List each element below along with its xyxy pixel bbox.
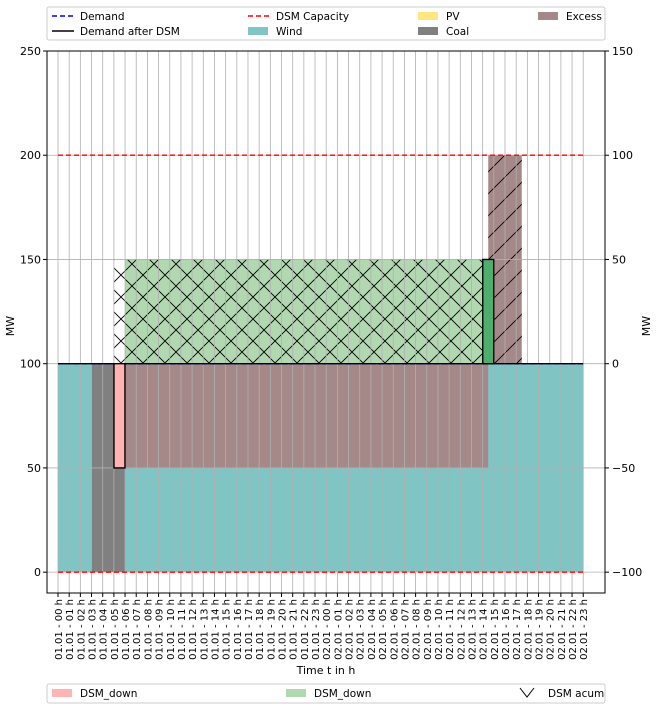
legend-top-label: Wind	[276, 26, 302, 38]
y-axis-label-left: MW	[4, 316, 17, 336]
x-tick-label: 01.01 - 15 h	[222, 599, 233, 660]
legend-handle	[538, 12, 558, 20]
legend-handle	[286, 689, 306, 697]
y-tick-label-left: 150	[20, 253, 41, 266]
x-tick-label: 02.01 - 11 h	[445, 599, 456, 660]
x-tick-label: 01.01 - 02 h	[76, 599, 87, 660]
x-tick-label: 01.01 - 08 h	[143, 599, 154, 660]
x-tick-label: 02.01 - 00 h	[322, 599, 333, 660]
y-tick-label-left: 0	[34, 566, 41, 579]
legend-top-label: Demand	[80, 11, 125, 23]
x-tick-label: 01.01 - 00 h	[54, 599, 65, 660]
legend-top-label: DSM Capacity	[276, 11, 349, 23]
x-tick-label: 01.01 - 05 h	[110, 599, 121, 660]
y-axis-right: −100 −50 0 50 100 150	[605, 45, 642, 579]
legend-bottom-frame	[46, 683, 606, 704]
legend-bottom: DSM_down DSM_down DSM acum	[46, 683, 606, 704]
x-tick-label: 02.01 - 04 h	[367, 599, 378, 660]
legend-handle	[248, 27, 268, 35]
legend-top-label: PV	[446, 11, 460, 23]
x-tick-label: 01.01 - 12 h	[188, 599, 199, 660]
legend-handle	[418, 27, 438, 35]
y-tick-label-left: 100	[20, 358, 41, 371]
x-tick-label: 02.01 - 08 h	[412, 599, 423, 660]
hatch-dsm_down-0	[113, 259, 489, 364]
plot-area	[47, 51, 605, 593]
x-tick-label: 01.01 - 20 h	[278, 599, 289, 660]
y-tick-label-right: 100	[612, 149, 633, 162]
x-tick-label: 01.01 - 03 h	[88, 599, 99, 660]
x-tick-label: 02.01 - 19 h	[535, 599, 546, 660]
legend-top-label: Excess	[566, 11, 602, 23]
x-tick-label: 01.01 - 01 h	[65, 599, 76, 660]
legend-top-frame	[46, 6, 606, 41]
legend-top-label: Coal	[446, 26, 469, 38]
area-excess-0	[125, 363, 489, 468]
legend-top-label: Demand after DSM	[80, 26, 180, 38]
bar-dsm_up	[482, 258, 495, 365]
x-tick-label: 02.01 - 15 h	[490, 599, 501, 660]
x-axis-label: Time t in h	[296, 664, 356, 677]
y-axis-label-right: MW	[640, 316, 653, 336]
legend-handle	[418, 12, 438, 20]
x-tick-label: 02.01 - 10 h	[434, 599, 445, 660]
x-tick-label: 02.01 - 23 h	[579, 599, 590, 660]
legend-handle	[519, 687, 535, 698]
y-tick-label-right: −50	[612, 462, 635, 475]
legend-bottom-label: DSM acum	[548, 688, 604, 700]
x-tick-label: 01.01 - 10 h	[166, 599, 177, 660]
x-tick-label: 02.01 - 21 h	[557, 599, 568, 660]
x-tick-label: 02.01 - 14 h	[479, 599, 490, 660]
x-tick-label: 02.01 - 13 h	[467, 599, 478, 660]
x-tick-label: 01.01 - 23 h	[311, 599, 322, 660]
lines	[58, 154, 584, 573]
x-tick-label: 02.01 - 12 h	[456, 599, 467, 660]
dsm-acum-gap-hatch	[113, 259, 126, 364]
x-tick-label: 02.01 - 07 h	[400, 599, 411, 660]
x-tick-label: 01.01 - 11 h	[177, 599, 188, 660]
x-axis: 01.01 - 00 h 01.01 - 01 h 01.01 - 02 h 01.0…	[54, 593, 590, 660]
y-axis-left: 0 50 100 150 200 250	[20, 45, 47, 579]
x-tick-label: 01.01 - 09 h	[155, 599, 166, 660]
legend-bottom-label: DSM_down	[80, 688, 137, 700]
y-tick-label-right: 0	[612, 358, 619, 371]
x-tick-label: 01.01 - 13 h	[199, 599, 210, 660]
y-tick-label-right: 150	[612, 45, 633, 58]
x-tick-label: 01.01 - 04 h	[99, 599, 110, 660]
x-tick-label: 02.01 - 03 h	[356, 599, 367, 660]
y-tick-label-right: 50	[612, 253, 626, 266]
x-tick-label: 01.01 - 17 h	[244, 599, 255, 660]
legend-top: Demand DSM Capacity PV Excess Demand after D…	[46, 6, 606, 41]
x-tick-label: 02.01 - 06 h	[389, 599, 400, 660]
y-tick-label-left: 50	[27, 462, 41, 475]
x-tick-label: 01.01 - 22 h	[300, 599, 311, 660]
x-tick-label: 02.01 - 02 h	[345, 599, 356, 660]
x-tick-label: 02.01 - 20 h	[546, 599, 557, 660]
x-tick-label: 02.01 - 05 h	[378, 599, 389, 660]
x-tick-label: 01.01 - 06 h	[121, 599, 132, 660]
x-tick-label: 01.01 - 14 h	[210, 599, 221, 660]
x-tick-label: 01.01 - 21 h	[289, 599, 300, 660]
x-tick-label: 01.01 - 16 h	[233, 599, 244, 660]
bar-dsm_down	[113, 362, 126, 469]
legend-bottom-label: DSM_down	[314, 688, 371, 700]
y-tick-label-right: −100	[612, 566, 642, 579]
x-tick-label: 02.01 - 22 h	[568, 599, 579, 660]
bars	[113, 258, 495, 469]
legend-handle	[52, 689, 72, 697]
x-tick-label: 02.01 - 16 h	[501, 599, 512, 660]
x-tick-label: 01.01 - 19 h	[266, 599, 277, 660]
y-tick-label-left: 200	[20, 149, 41, 162]
x-tick-label: 02.01 - 09 h	[423, 599, 434, 660]
y-tick-label-left: 250	[20, 45, 41, 58]
x-tick-label: 02.01 - 18 h	[523, 599, 534, 660]
x-tick-label: 01.01 - 18 h	[255, 599, 266, 660]
x-tick-label: 01.01 - 07 h	[132, 599, 143, 660]
x-tick-label: 02.01 - 01 h	[333, 599, 344, 660]
x-tick-label: 02.01 - 17 h	[512, 599, 523, 660]
